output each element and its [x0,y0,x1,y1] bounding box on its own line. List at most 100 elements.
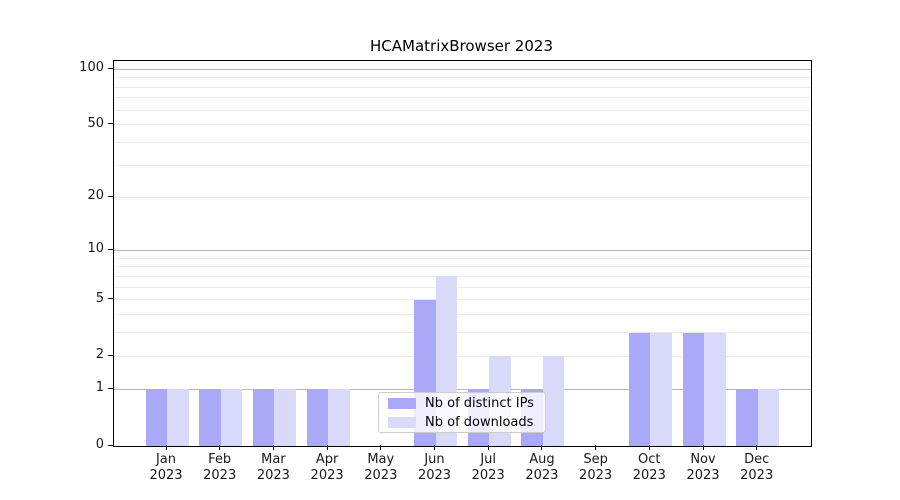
x-tick-label-jul-2023: Jul 2023 [460,452,516,484]
x-tick-label-dec-2023: Dec 2023 [729,452,785,484]
bar-nb-of-downloads-jan-2023 [167,389,189,446]
y-tick-1 [108,387,113,389]
gridline-major-10 [114,249,811,251]
y-tick-label-20: 20 [87,188,104,204]
x-tick-jan-2023 [165,445,167,450]
x-tick-label-sep-2023: Sep 2023 [568,452,624,484]
y-tick-label-1: 1 [95,380,104,396]
bar-nb-of-distinct-ips-dec-2023 [736,389,758,446]
gridline-minor-4 [114,314,811,316]
bar-nb-of-downloads-oct-2023 [650,332,672,446]
gridline-minor-5 [114,299,811,301]
x-tick-label-line: Dec [744,452,770,467]
y-tick-label-5: 5 [95,290,104,306]
bar-nb-of-distinct-ips-jan-2023 [145,389,167,446]
bar-nb-of-distinct-ips-oct-2023 [628,332,651,446]
x-tick-aug-2023 [541,445,543,450]
gridline-minor-70 [114,97,811,99]
x-tick-label-jan-2023: Jan 2023 [138,452,194,484]
gridline-minor-3 [114,332,811,334]
bar-nb-of-downloads-nov-2023 [704,332,726,446]
legend-item-downloads: Nb of downloads [388,415,536,430]
x-tick-mar-2023 [272,445,274,450]
y-tick-20 [108,195,113,197]
x-tick-label-line: 2023 [525,468,559,483]
x-tick-label-line: Aug [529,452,555,467]
legend-label-distinct-ips: Nb of distinct IPs [425,395,534,411]
gridline-minor-2 [114,355,811,357]
y-tick-100 [108,67,113,69]
bar-nb-of-downloads-feb-2023 [220,389,243,446]
x-tick-label-line: May [367,452,395,467]
bar-nb-of-downloads-apr-2023 [328,389,350,446]
x-tick-label-line: Mar [261,452,286,467]
gridline-major-100 [114,68,811,70]
legend: Nb of distinct IPs Nb of downloads [378,392,546,433]
gridline-minor-50 [114,124,811,126]
y-tick-label-10: 10 [87,241,104,257]
bar-nb-of-distinct-ips-feb-2023 [199,389,221,446]
bar-nb-of-distinct-ips-mar-2023 [252,389,275,446]
y-tick-2 [108,354,113,356]
y-tick-10 [108,248,113,250]
x-tick-label-oct-2023: Oct 2023 [621,452,677,484]
x-tick-label-mar-2023: Mar 2023 [245,452,301,484]
x-tick-label-line: Jun [424,452,445,467]
gridline-major-1 [114,388,811,390]
x-tick-label-aug-2023: Aug 2023 [514,452,570,484]
gridline-minor-60 [114,109,811,111]
x-tick-label-apr-2023: Apr 2023 [299,452,355,484]
x-tick-label-line: 2023 [256,468,290,483]
gridline-minor-30 [114,165,811,167]
x-tick-nov-2023 [702,445,704,450]
x-tick-jun-2023 [434,445,435,450]
plot-area [113,60,812,447]
x-tick-label-line: Jul [480,452,497,467]
gridline-minor-20 [114,196,811,198]
x-tick-label-line: Sep [583,452,608,467]
x-tick-label-line: 2023 [579,468,613,483]
gridline-minor-9 [114,257,811,259]
x-tick-label-line: 2023 [632,468,666,483]
x-tick-label-may-2023: May 2023 [353,452,409,484]
x-tick-label-jun-2023: Jun 2023 [407,452,463,484]
x-tick-label-line: Feb [208,452,232,467]
bar-nb-of-distinct-ips-apr-2023 [306,389,329,446]
y-tick-label-50: 50 [87,115,104,131]
x-tick-oct-2023 [648,445,650,450]
y-tick-50 [108,123,113,125]
legend-swatch-distinct-ips [388,397,416,409]
x-tick-label-line: 2023 [417,468,452,483]
x-tick-label-line: 2023 [364,468,398,483]
x-tick-label-line: Jan [155,452,177,467]
x-tick-label-line: 2023 [310,468,344,483]
x-tick-label-line: 2023 [740,468,774,483]
gridline-minor-90 [114,77,811,79]
chart-title: HCAMatrixBrowser 2023 [370,37,553,55]
x-tick-label-line: 2023 [203,468,237,483]
x-tick-label-feb-2023: Feb 2023 [192,452,248,484]
gridline-minor-40 [114,142,811,144]
x-tick-may-2023 [380,445,382,450]
x-tick-apr-2023 [326,445,328,450]
x-tick-dec-2023 [756,445,758,450]
legend-swatch-downloads [388,416,416,428]
y-tick-label-0: 0 [95,437,104,452]
x-tick-feb-2023 [219,445,221,450]
x-tick-label-line: Apr [315,452,339,467]
y-tick-label-100: 100 [79,60,104,76]
bar-nb-of-distinct-ips-nov-2023 [682,332,704,446]
legend-label-downloads: Nb of downloads [425,414,534,430]
bar-nb-of-downloads-aug-2023 [542,356,565,446]
x-tick-label-line: 2023 [149,468,183,483]
gridline-minor-80 [114,86,811,88]
x-tick-label-line: Nov [690,452,716,467]
legend-item-distinct-ips: Nb of distinct IPs [388,396,536,411]
bar-nb-of-downloads-mar-2023 [274,389,296,446]
x-tick-sep-2023 [595,445,597,450]
gridline-minor-6 [114,286,811,288]
y-tick-5 [108,298,113,300]
gridline-minor-8 [114,266,811,268]
y-tick-0 [108,444,113,446]
